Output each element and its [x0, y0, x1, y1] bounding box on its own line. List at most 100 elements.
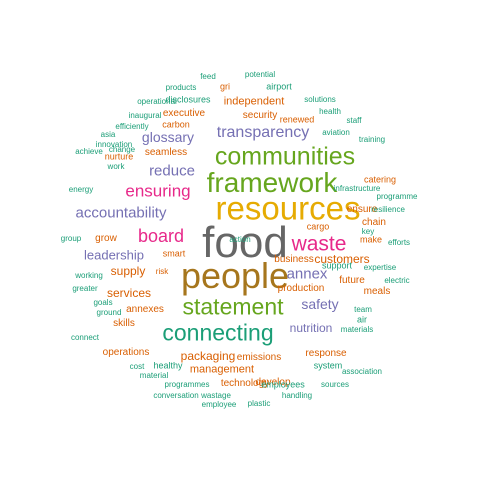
word-nurture: nurture [104, 151, 134, 162]
word-programme: programme [376, 192, 418, 201]
word-system: system [313, 360, 343, 371]
word-chain: chain [362, 217, 386, 228]
word-programmes: programmes [164, 380, 210, 389]
word-asia: asia [100, 130, 116, 139]
word-handling: handling [281, 391, 313, 400]
word-operations: operations [102, 347, 150, 358]
word-training: training [358, 135, 386, 144]
word-technology: technology [220, 378, 270, 389]
word-accountability: accountability [75, 204, 167, 222]
word-cargo: cargo [306, 221, 330, 232]
word-operational: operational [137, 97, 177, 106]
word-ground: ground [96, 308, 122, 317]
word-framework: framework [206, 167, 338, 198]
word-staff: staff [346, 116, 362, 125]
word-emissions: emissions [236, 352, 282, 363]
word-leadership: leadership [84, 247, 144, 263]
word-work: work [107, 162, 125, 171]
word-statement: statement [182, 293, 284, 320]
word-renewed: renewed [279, 114, 315, 125]
word-infrastructure: infrastructure [333, 184, 381, 193]
word-achieve: achieve [75, 147, 103, 156]
word-independent: independent [223, 95, 285, 108]
word-team: team [354, 305, 372, 314]
word-develop: develop [255, 377, 291, 388]
word-solutions: solutions [304, 95, 336, 104]
word-conversation: conversation [153, 391, 199, 400]
word-skills: skills [113, 318, 135, 329]
word-reduce: reduce [149, 162, 195, 180]
word-smart: smart [162, 248, 186, 259]
word-feed: feed [200, 72, 216, 81]
word-annex: annex [286, 265, 328, 283]
word-ensure: ensure [346, 204, 378, 215]
word-energy: energy [68, 185, 94, 194]
word-innovation: innovation [95, 140, 133, 149]
word-healthy: healthy [153, 360, 183, 371]
word-communities: communities [214, 142, 356, 171]
word-production: production [277, 283, 325, 294]
word-airport: airport [266, 81, 292, 92]
word-make: make [359, 234, 383, 245]
word-board: board [137, 226, 185, 246]
word-employee: employee [201, 400, 237, 409]
word-meals: meals [363, 286, 391, 297]
word-materials: materials [340, 325, 374, 334]
word-change: change [108, 145, 136, 154]
word-goals: goals [93, 298, 113, 307]
word-aviation: aviation [322, 128, 350, 137]
word-efforts: efforts [387, 238, 411, 247]
word-connect: connect [70, 333, 100, 342]
word-health: health [319, 107, 341, 116]
word-glossary: glossary [141, 129, 195, 145]
word-employees: employees [261, 379, 305, 390]
word-management: management [189, 363, 255, 376]
word-grow: grow [95, 233, 117, 244]
word-association: association [341, 367, 383, 376]
word-electric: electric [384, 276, 410, 285]
word-disclosures: disclosures [165, 94, 211, 105]
word-food: food [202, 218, 288, 267]
word-response: response [305, 348, 347, 359]
word-material: material [139, 371, 169, 380]
word-catering: catering [363, 174, 397, 185]
word-risk: risk [155, 267, 169, 276]
word-air: air [356, 314, 368, 325]
word-services: services [106, 286, 152, 300]
word-inaugural: inaugural [128, 111, 162, 120]
word-greater: greater [72, 284, 98, 293]
word-action: action [229, 235, 251, 244]
word-key: key [361, 227, 375, 236]
word-waste: waste [291, 232, 347, 256]
word-expertise: expertise [363, 263, 397, 272]
word-resources: resources [215, 189, 361, 227]
word-security: security [242, 110, 278, 121]
word-gri: gri [219, 81, 231, 92]
word-products: products [165, 83, 197, 92]
word-transparency: transparency [216, 124, 310, 141]
word-cost: cost [129, 362, 145, 371]
word-packaging: packaging [180, 349, 236, 363]
word-people: people [180, 255, 290, 296]
word-seamless: seamless [144, 147, 188, 158]
word-carbon: carbon [162, 119, 190, 130]
word-annexes: annexes [126, 304, 164, 315]
word-efficiently: efficiently [115, 122, 149, 131]
word-working: working [75, 271, 103, 280]
word-plastic: plastic [247, 399, 271, 408]
word-safety: safety [301, 296, 339, 312]
word-potential: potential [244, 70, 276, 79]
word-sources: sources [320, 380, 350, 389]
word-executive: executive [162, 108, 206, 119]
word-nutrition: nutrition [289, 321, 333, 335]
word-supply: supply [110, 264, 146, 278]
word-group: group [60, 234, 82, 243]
word-customers: customers [314, 252, 370, 266]
word-business: business [274, 254, 314, 265]
word-ensuring: ensuring [125, 181, 191, 201]
word-connecting: connecting [162, 319, 274, 346]
word-future: future [339, 275, 365, 286]
word-support: support [321, 260, 353, 271]
word-resilience: resilience [371, 205, 405, 214]
